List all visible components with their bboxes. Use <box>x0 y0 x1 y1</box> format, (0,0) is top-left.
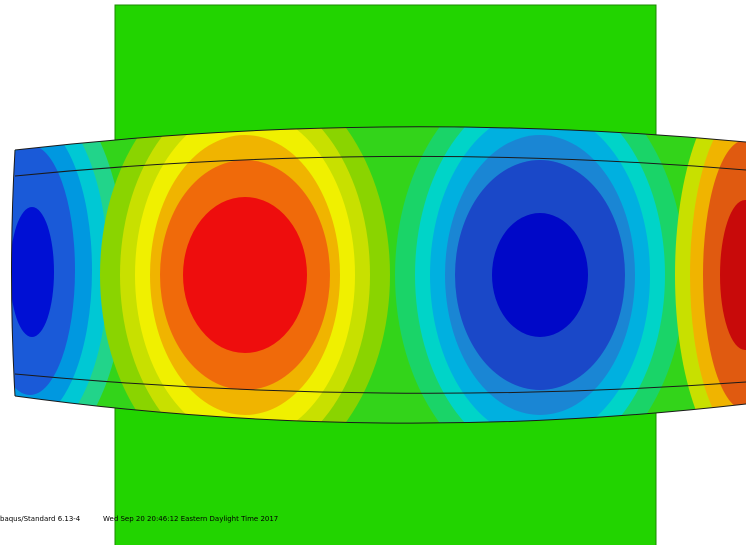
timestamp-label: Wed Sep 20 20:46:12 Eastern Daylight Tim… <box>103 515 278 523</box>
viewport: baqus/Standard 6.13-4 Wed Sep 20 20:46:1… <box>0 0 746 545</box>
page: baqus/Standard 6.13-4 Wed Sep 20 20:46:1… <box>0 0 746 545</box>
product-label: baqus/Standard 6.13-4 <box>0 515 81 523</box>
